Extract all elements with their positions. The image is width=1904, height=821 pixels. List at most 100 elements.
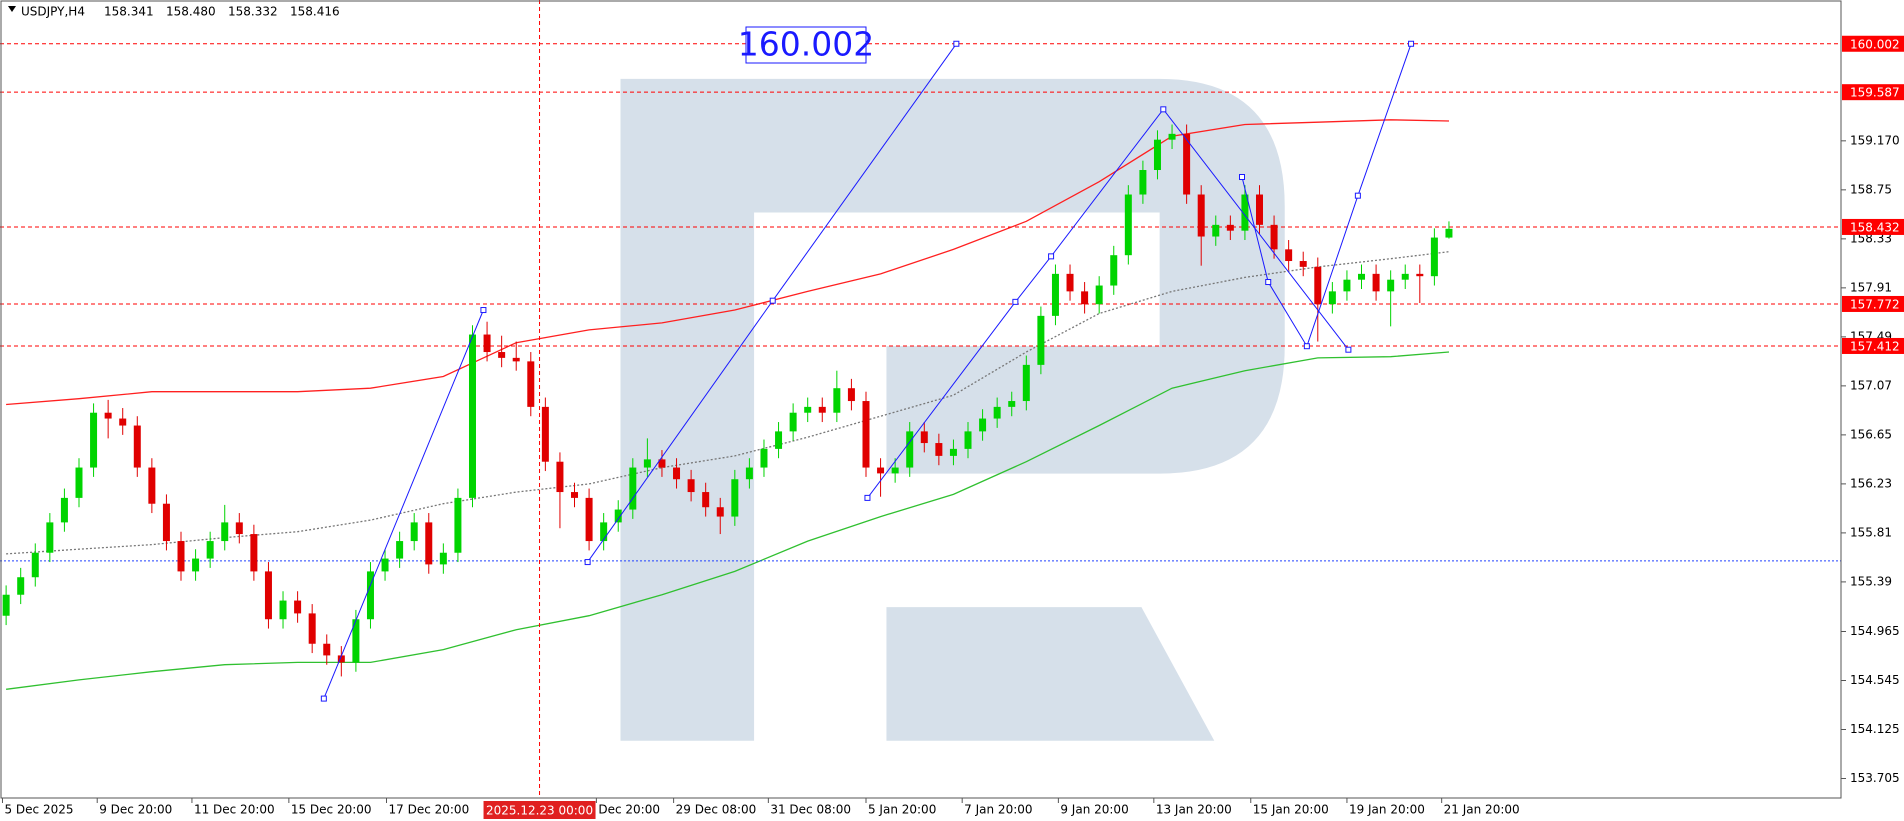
candle-body (366, 571, 374, 620)
candle-body (571, 492, 579, 498)
level-label: 158.432 (1850, 220, 1900, 234)
candle-body (410, 522, 418, 542)
candle-body (133, 425, 141, 468)
candle-body (935, 443, 943, 456)
level-label-box (1842, 84, 1904, 101)
moving-average (6, 251, 1450, 555)
price-annotation: 160.002 (738, 25, 874, 64)
x-tick-label: 9 Dec 20:00 (99, 803, 172, 817)
menu-triangle (8, 6, 16, 12)
annotation-box (745, 26, 867, 64)
candle-body (789, 412, 797, 432)
candle-body (1226, 224, 1234, 231)
forecast-point (953, 40, 960, 47)
candle-body (31, 552, 39, 578)
plot-frame (0, 0, 1842, 799)
candle-body (148, 467, 156, 504)
x-tick-label: 5 Jan 20:00 (868, 803, 936, 817)
candle-body (949, 448, 957, 456)
candle-body (775, 431, 783, 449)
candle-body (308, 613, 316, 644)
candle-body (585, 497, 593, 542)
x-tick-label: 5 Dec 2025 (4, 803, 73, 817)
header-value: 158.480 (166, 5, 216, 19)
crosshair-label-box (483, 801, 596, 819)
candle-body (833, 388, 841, 413)
candle-body (512, 357, 520, 362)
annotation-text: 160.002 (738, 25, 874, 64)
candle-body (60, 497, 68, 523)
candle-body (818, 406, 826, 413)
candle-body (1037, 315, 1045, 365)
candle-body (993, 406, 1001, 419)
candle-body (687, 479, 695, 493)
y-tick-label: 156.23 (1850, 476, 1892, 490)
forecast-point (1012, 298, 1019, 305)
candle-body (556, 461, 564, 493)
candle-body (1401, 273, 1409, 280)
candle-body (1285, 249, 1293, 262)
forecast-point (1345, 346, 1352, 353)
y-tick-label: 158.75 (1850, 182, 1892, 196)
candle-body (862, 401, 870, 468)
watermark-shape (886, 607, 1215, 741)
level-label-box (1842, 337, 1904, 354)
candle-body (979, 418, 987, 432)
candle-body (454, 497, 462, 553)
forecast-point (1048, 253, 1055, 260)
forecast-point (1265, 279, 1272, 286)
y-tick-label: 154.545 (1850, 673, 1900, 687)
candle-body (847, 388, 855, 402)
x-tick-label: 11 Dec 20:00 (194, 803, 275, 817)
candle-body (162, 503, 170, 542)
x-tick-label: 15 Jan 20:00 (1253, 803, 1329, 817)
x-tick-label: 17 Dec 20:00 (389, 803, 470, 817)
candle-body (1197, 194, 1205, 237)
forecast-point (320, 695, 327, 702)
candle-body (1110, 255, 1118, 286)
candle-body (294, 600, 302, 614)
forecast-point (1303, 343, 1310, 350)
y-tick-label: 155.39 (1850, 574, 1892, 588)
candle-body (1372, 273, 1380, 292)
forecast-point (769, 297, 776, 304)
candle-body (1314, 266, 1322, 305)
y-tick-label: 153.705 (1850, 771, 1900, 785)
candle-body (1328, 291, 1336, 305)
moving-average (6, 351, 1450, 690)
candle-body (1416, 273, 1424, 277)
y-tick-label: 159.170 (1850, 133, 1900, 147)
candle-body (250, 534, 258, 572)
candle-body (964, 431, 972, 449)
candle-body (760, 448, 768, 468)
candle-body (1241, 194, 1249, 231)
x-tick-label: 7 Jan 20:00 (964, 803, 1032, 817)
candle-body (46, 522, 54, 553)
x-tick-label: 13 Jan 20:00 (1156, 803, 1232, 817)
candle-body (1387, 279, 1395, 292)
candle-body (745, 467, 753, 480)
level-label-box (1842, 218, 1904, 235)
candle-body (177, 541, 185, 572)
y-tick-label: 154.125 (1850, 722, 1900, 736)
candle-body (1066, 273, 1074, 292)
x-tick-label: 19 Jan 20:00 (1349, 803, 1425, 817)
forecast-point (1239, 174, 1246, 181)
candle-body (673, 467, 681, 480)
forecast-point (1160, 106, 1167, 113)
plot-area (0, 0, 1841, 798)
chart-title: USDJPY,H4 (21, 5, 85, 19)
candle-body (1008, 401, 1016, 407)
candle-body (1051, 273, 1059, 316)
candle-body (1153, 139, 1161, 171)
candle-body (1430, 237, 1438, 277)
candle-body (1445, 228, 1453, 238)
header-value: 158.341 (104, 5, 154, 19)
x-tick-label: 9 Jan 20:00 (1060, 803, 1128, 817)
candle-body (804, 406, 812, 413)
candle-body (702, 492, 710, 508)
candle-body (1168, 133, 1176, 140)
x-tick-label: 21 Jan 20:00 (1444, 803, 1520, 817)
